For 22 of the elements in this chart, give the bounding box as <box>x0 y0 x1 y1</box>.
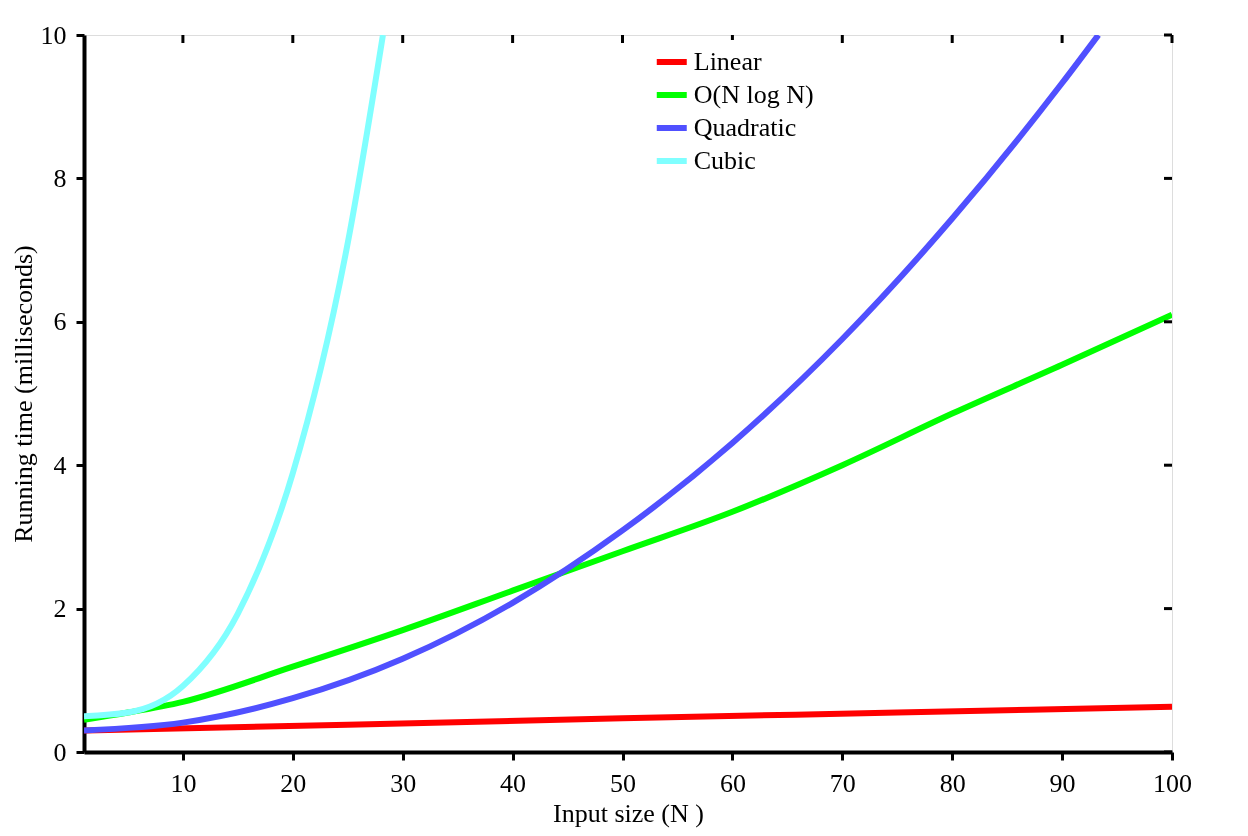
x-tick-label: 90 <box>1049 768 1076 798</box>
x-tick-label: 60 <box>719 768 746 798</box>
legend-label: Quadratic <box>693 113 797 142</box>
x-tick-label: 20 <box>280 768 307 798</box>
y-tick-label: 8 <box>53 163 67 193</box>
legend-label: Linear <box>693 47 762 76</box>
x-tick-label: 80 <box>939 768 966 798</box>
x-tick-label: 30 <box>390 768 417 798</box>
x-tick-label: 40 <box>500 768 527 798</box>
legend-label: O(N log N) <box>693 80 814 109</box>
y-tick-label: 0 <box>53 737 67 767</box>
x-tick-label: 50 <box>610 768 637 798</box>
y-tick-label: 4 <box>53 450 67 480</box>
x-tick-label: 10 <box>170 768 197 798</box>
y-tick-label: 6 <box>53 307 67 337</box>
x-axis-title: Input size (N ) <box>553 798 704 828</box>
y-tick-label: 10 <box>40 20 67 50</box>
x-tick-label: 100 <box>1153 768 1192 798</box>
x-tick-label: 70 <box>829 768 856 798</box>
y-axis-title: Running time (milliseconds) <box>8 245 38 543</box>
y-tick-label: 2 <box>53 594 67 624</box>
legend-label: Cubic <box>693 146 756 175</box>
